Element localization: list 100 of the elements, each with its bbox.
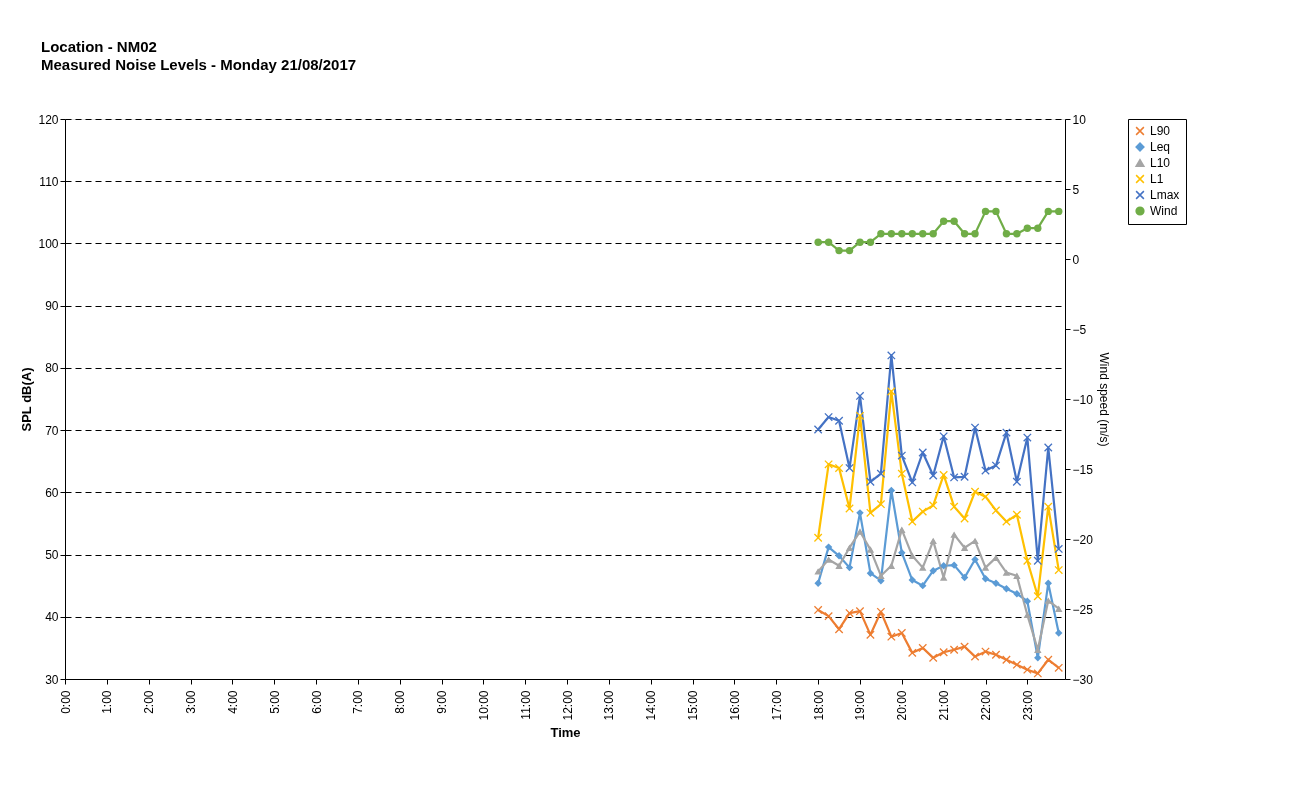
- point: [949, 502, 959, 511]
- x-tick-label: 18:00: [811, 690, 826, 721]
- point: [1002, 428, 1011, 437]
- x-tick-label: 3:00: [184, 690, 199, 714]
- x-tick-label: 22:00: [979, 690, 993, 721]
- x-tick-label: 7:00: [351, 690, 366, 714]
- y2-tick-label: −30: [1072, 672, 1094, 687]
- x-tick-label: 1:00: [100, 690, 115, 714]
- point: [887, 351, 896, 360]
- point: [845, 608, 854, 618]
- legend-label: Wind: [1150, 204, 1178, 218]
- y2-tick-label: −10: [1072, 392, 1094, 407]
- x-tick-label: 11:00: [518, 690, 533, 720]
- point: [981, 466, 990, 475]
- point: [907, 517, 917, 526]
- y2-tick-label: −5: [1072, 322, 1087, 337]
- point: [824, 611, 833, 621]
- x-tick-label: 16:00: [727, 690, 742, 721]
- y-tick-label: 100: [38, 236, 59, 251]
- y-tick-label: 30: [45, 672, 59, 687]
- legend-label: L10: [1150, 156, 1171, 170]
- x-tick-label: 15:00: [686, 690, 701, 721]
- point: [907, 478, 917, 487]
- point: [897, 451, 907, 460]
- point: [876, 607, 886, 617]
- y-tick-label: 80: [45, 361, 59, 376]
- point: [1033, 556, 1043, 566]
- y2-tick-label: 0: [1072, 252, 1080, 267]
- point: [876, 499, 886, 509]
- point: [887, 632, 896, 642]
- legend-label: L90: [1150, 124, 1171, 138]
- x-tick-label: 12:00: [560, 690, 575, 721]
- point: [897, 628, 907, 638]
- point: [991, 506, 1001, 515]
- point: [813, 605, 823, 615]
- point: [1043, 443, 1053, 452]
- point: [981, 647, 990, 656]
- y-tick-label: 90: [45, 299, 59, 314]
- y2-tick-label: 5: [1072, 182, 1080, 197]
- point: [824, 412, 833, 422]
- y-tick-label: 70: [45, 423, 59, 438]
- x-tick-label: 5:00: [267, 690, 282, 714]
- point: [960, 514, 969, 523]
- point: [1022, 433, 1032, 442]
- y2-tick-label: 10: [1072, 112, 1087, 127]
- point: [1012, 510, 1022, 520]
- point: [845, 463, 854, 473]
- y2-tick-label: −20: [1072, 532, 1094, 547]
- point: [1054, 565, 1064, 575]
- y-tick-label: 120: [38, 112, 59, 127]
- legend-label: Lmax: [1150, 188, 1180, 202]
- point: [928, 501, 938, 510]
- point: [970, 487, 980, 497]
- chart-subtitle: Measured Noise Levels - Monday 21/08/2017: [40, 56, 357, 73]
- point: [970, 652, 980, 661]
- point: [834, 624, 844, 634]
- y-axis-title: SPL dB(A): [19, 367, 35, 432]
- point: [1033, 591, 1043, 601]
- point: [1012, 660, 1022, 670]
- point: [918, 507, 928, 516]
- point: [939, 470, 949, 480]
- point: [855, 606, 865, 616]
- y2-tick-label: −25: [1072, 602, 1094, 617]
- legend-label: L1: [1150, 172, 1164, 186]
- point: [928, 653, 938, 663]
- x-tick-label: 21:00: [937, 690, 952, 721]
- x-tick-label: 19:00: [853, 690, 868, 721]
- point: [1043, 502, 1053, 511]
- x-tick-label: 20:00: [895, 690, 910, 721]
- x-tick-label: 2:00: [142, 690, 157, 714]
- point: [866, 477, 875, 487]
- point: [981, 492, 990, 502]
- point: [866, 630, 875, 640]
- x-tick-label: 17:00: [769, 690, 784, 721]
- point: [887, 387, 896, 396]
- chart-title: Location - NM02: [40, 38, 157, 55]
- x-tick-label: 14:00: [644, 690, 659, 721]
- y-tick-label: 40: [45, 610, 59, 625]
- point: [991, 650, 1001, 660]
- x-axis-title: Time: [550, 724, 581, 740]
- x-tick-label: 6:00: [309, 690, 324, 714]
- point: [897, 469, 907, 479]
- point: [834, 463, 844, 473]
- point: [834, 416, 844, 426]
- point: [845, 504, 854, 513]
- point: [876, 469, 886, 479]
- point: [991, 461, 1001, 470]
- y2-axis-title: Wind speed (m/s): [1096, 352, 1111, 447]
- legend-label: Leq: [1150, 140, 1171, 154]
- point: [1054, 544, 1064, 554]
- point: [939, 431, 949, 441]
- point: [918, 643, 928, 653]
- point: [866, 508, 875, 518]
- point: [960, 642, 969, 651]
- x-tick-label: 8:00: [393, 690, 408, 714]
- x-tick-label: 10:00: [476, 690, 491, 721]
- y-tick-label: 60: [45, 485, 59, 500]
- point: [855, 391, 865, 401]
- y-tick-label: 50: [45, 548, 59, 563]
- point: [907, 648, 917, 658]
